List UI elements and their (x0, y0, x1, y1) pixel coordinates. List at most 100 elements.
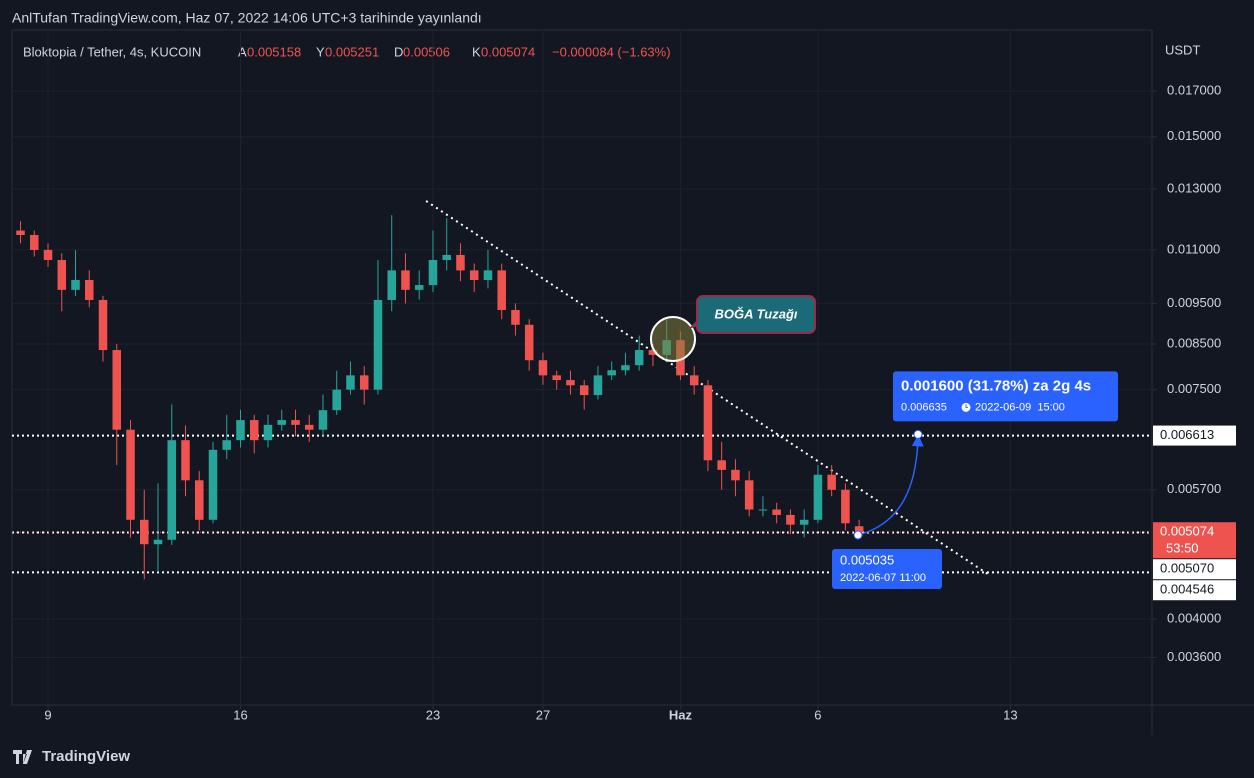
level-box (1153, 425, 1236, 446)
level-box (1153, 559, 1236, 580)
candle-body (43, 249, 53, 261)
annotation-text: BOĞA Tuzağı (714, 306, 797, 321)
candle-body (16, 230, 25, 235)
candle-body (208, 449, 218, 520)
measure-arrow (857, 434, 924, 536)
footer-brand: TradingView (42, 748, 130, 765)
y-tick-label: 0.009500 (1167, 295, 1221, 310)
candle-body (717, 460, 726, 470)
measure-end-box (893, 371, 1118, 422)
candle-body (703, 385, 713, 461)
candle-body (483, 270, 493, 280)
candle-body (607, 370, 616, 376)
countdown-label: 53:50 (1166, 541, 1199, 556)
y-tick-label: 0.017000 (1167, 83, 1221, 98)
candle-body (799, 519, 809, 525)
candle-body (442, 254, 451, 261)
candle-body (634, 350, 644, 366)
candle-body (689, 375, 699, 386)
candle-body (566, 380, 575, 386)
candle-body (373, 299, 383, 390)
level-box (1153, 580, 1236, 601)
measure-end (913, 429, 923, 439)
candle-body (236, 420, 245, 441)
ohlc-label: A (238, 44, 247, 59)
clock-hands (965, 404, 968, 408)
ohlc-value: 0.005251 (325, 44, 379, 59)
x-tick-label: Haz (669, 707, 693, 722)
measure-start-box (832, 549, 942, 590)
last-price-box (1153, 522, 1236, 559)
level-label: 0.006613 (1160, 427, 1214, 442)
ohlc-label: Y (316, 44, 325, 59)
candle-body (497, 270, 506, 311)
candle-body (854, 526, 864, 533)
ohlc-value: 0.00506 (403, 44, 450, 59)
candle-body (194, 480, 204, 520)
change: −0.000084 (−1.63%) (552, 44, 671, 59)
candle-body (744, 480, 754, 510)
y-tick-label: 0.015000 (1167, 128, 1221, 143)
candle-body (538, 360, 548, 376)
candle-body (772, 509, 781, 515)
y-tick-label: 0.003600 (1167, 649, 1221, 664)
level-label: 0.005070 (1160, 561, 1214, 576)
candle-body (621, 365, 630, 371)
candle-body (401, 270, 410, 290)
candle-body (414, 285, 424, 290)
candle-body (30, 234, 39, 250)
measure-start-price: 0.005035 (840, 552, 894, 567)
level-label: 0.004546 (1160, 582, 1214, 597)
candle-body (456, 254, 465, 271)
candle-body (827, 474, 836, 490)
y-tick-label: 0.004000 (1167, 610, 1221, 625)
x-tick-label: 23 (426, 707, 440, 722)
x-tick-label: 27 (536, 707, 550, 722)
candle-body (511, 310, 520, 325)
candle-body (249, 420, 259, 441)
candle-body (758, 509, 768, 511)
measure-end-price: 0.006635 (901, 401, 947, 413)
y-tick-label: 0.008500 (1167, 335, 1221, 350)
x-tick-label: 9 (44, 707, 51, 722)
candle-body (181, 440, 190, 481)
ohlc-label: K (472, 44, 481, 59)
symbol-title: Bloktopia / Tether, 4s, KUCOIN (23, 44, 201, 59)
candle-body (167, 440, 177, 540)
annotation-circle (650, 316, 696, 362)
candle-body (291, 420, 300, 425)
candle-body (346, 375, 355, 390)
candle-body (98, 299, 108, 351)
last-price-label: 0.005074 (1160, 524, 1214, 539)
plot-layer (12, 200, 1152, 580)
candle-body (731, 469, 740, 481)
candle-body (139, 519, 149, 545)
candle-body (593, 375, 603, 396)
x-tick-label: 16 (233, 707, 247, 722)
measure-end-time: 2022-06-09 15:00 (975, 401, 1065, 413)
candle-body (359, 375, 369, 390)
currency: USDT (1165, 42, 1200, 57)
publisher: AnlTufan TradingView.com, Haz 07, 2022 1… (12, 10, 482, 26)
candle-body (85, 279, 94, 300)
candle-body (813, 474, 823, 520)
candle-body (277, 420, 287, 425)
candle-body (153, 539, 163, 545)
candle-body (304, 424, 314, 430)
candle-body (552, 375, 561, 381)
candle-body (57, 260, 67, 290)
candle-body (126, 429, 135, 520)
candle-body (428, 260, 438, 286)
candle-body (786, 514, 795, 525)
candle-body (579, 385, 589, 396)
annotation-box (696, 295, 816, 334)
candle-body (263, 424, 273, 441)
y-tick-label: 0.005700 (1167, 481, 1221, 496)
x-tick-label: 6 (814, 707, 821, 722)
tradingview-logo (13, 750, 32, 764)
measure-change: 0.001600 (31.78%) za 2g 4s (901, 377, 1091, 394)
candle-body (524, 324, 534, 361)
candle-body (71, 279, 80, 290)
